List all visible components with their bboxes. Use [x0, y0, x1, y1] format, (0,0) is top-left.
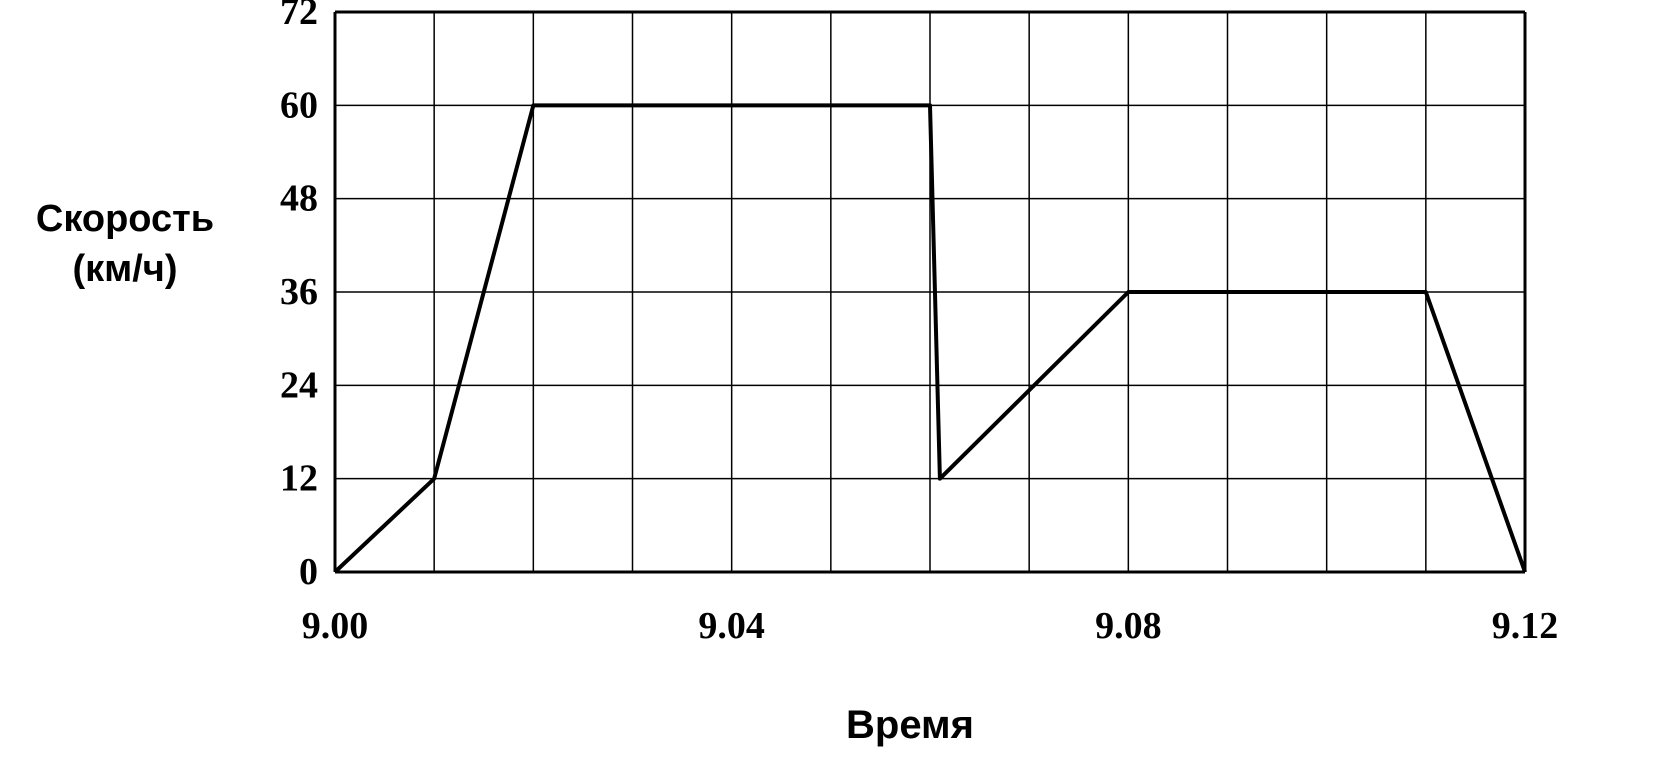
y-tick-label: 24 — [280, 364, 318, 406]
x-tick-label: 9.08 — [1095, 605, 1162, 647]
x-tick-label: 9.12 — [1492, 605, 1559, 647]
x-axis-label: Время — [846, 703, 974, 747]
x-tick-label: 9.00 — [302, 605, 369, 647]
y-tick-label: 72 — [280, 0, 318, 33]
y-axis-label-line-1: Скорость — [35, 198, 215, 240]
x-tick-label: 9.04 — [698, 605, 765, 647]
tick-labels: 0 12 24 36 48 60 72 9.00 9.04 9.08 9.12 — [280, 0, 1558, 647]
y-tick-label: 36 — [280, 271, 318, 313]
y-tick-label: 48 — [280, 178, 318, 220]
y-tick-label: 60 — [280, 84, 318, 126]
y-axis-label-line-2: (км/ч) — [72, 248, 178, 290]
y-tick-label: 0 — [299, 551, 318, 593]
y-tick-label: 12 — [280, 458, 318, 500]
speed-line — [333, 103, 1527, 574]
